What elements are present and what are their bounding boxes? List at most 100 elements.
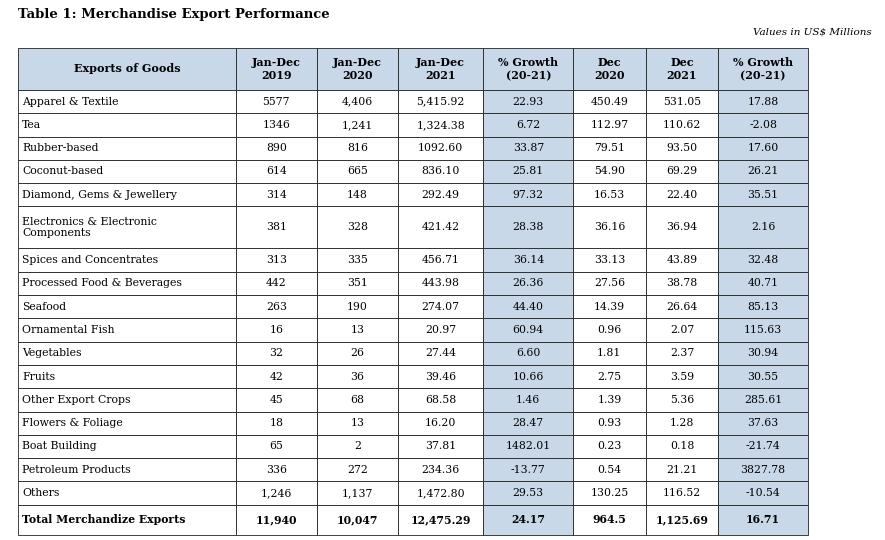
Text: 33.13: 33.13	[594, 255, 625, 265]
Text: 890: 890	[266, 143, 287, 153]
Bar	[235, 183, 317, 206]
Text: Dec
2021: Dec 2021	[666, 57, 697, 81]
Text: 40.71: 40.71	[748, 278, 779, 288]
Text: 234.36: 234.36	[421, 465, 460, 475]
Bar	[573, 206, 646, 248]
Text: 328: 328	[347, 222, 368, 232]
Text: Vegetables: Vegetables	[22, 348, 81, 358]
Bar	[18, 183, 235, 206]
Text: 0.18: 0.18	[670, 442, 694, 451]
Bar	[18, 137, 235, 160]
Bar	[317, 435, 398, 458]
Text: 18: 18	[269, 418, 283, 428]
Text: % Growth
(20-21): % Growth (20-21)	[733, 57, 793, 81]
Bar	[646, 137, 719, 160]
Text: 4,406: 4,406	[342, 97, 373, 106]
Bar	[646, 183, 719, 206]
Bar	[235, 388, 317, 411]
Bar	[398, 388, 483, 411]
Bar	[398, 183, 483, 206]
Bar	[719, 318, 808, 342]
Text: 36.16: 36.16	[594, 222, 625, 232]
Text: 531.05: 531.05	[663, 97, 701, 106]
Bar	[719, 388, 808, 411]
Bar	[483, 48, 573, 90]
Bar	[317, 388, 398, 411]
Text: 3.59: 3.59	[670, 372, 694, 382]
Bar	[483, 435, 573, 458]
Bar	[719, 365, 808, 388]
Bar	[483, 411, 573, 435]
Bar	[235, 365, 317, 388]
Text: 285.61: 285.61	[744, 395, 782, 405]
Text: Rubber-based: Rubber-based	[22, 143, 98, 153]
Text: 5,415.92: 5,415.92	[417, 97, 465, 106]
Bar	[235, 318, 317, 342]
Text: 2.16: 2.16	[751, 222, 775, 232]
Text: 614: 614	[266, 166, 287, 177]
Bar	[483, 318, 573, 342]
Text: 115.63: 115.63	[744, 325, 782, 335]
Text: 16: 16	[269, 325, 283, 335]
Text: 29.53: 29.53	[512, 488, 543, 498]
Text: 130.25: 130.25	[590, 488, 628, 498]
Text: Ornamental Fish: Ornamental Fish	[22, 325, 114, 335]
Text: 450.49: 450.49	[590, 97, 628, 106]
Text: Processed Food & Beverages: Processed Food & Beverages	[22, 278, 182, 288]
Bar	[646, 113, 719, 137]
Text: 32.48: 32.48	[748, 255, 779, 265]
Text: Jan-Dec
2021: Jan-Dec 2021	[416, 57, 466, 81]
Bar	[398, 458, 483, 481]
Text: 1,125.69: 1,125.69	[656, 515, 708, 525]
Bar	[719, 206, 808, 248]
Bar	[317, 505, 398, 535]
Text: 93.50: 93.50	[666, 143, 697, 153]
Text: -13.77: -13.77	[511, 465, 546, 475]
Bar	[646, 248, 719, 272]
Bar	[235, 206, 317, 248]
Bar	[646, 458, 719, 481]
Bar	[317, 365, 398, 388]
Bar	[18, 388, 235, 411]
Bar	[235, 481, 317, 505]
Bar	[573, 435, 646, 458]
Bar	[235, 295, 317, 318]
Bar	[719, 183, 808, 206]
Text: 1.46: 1.46	[516, 395, 541, 405]
Bar	[483, 183, 573, 206]
Bar	[646, 318, 719, 342]
Text: 36.14: 36.14	[512, 255, 544, 265]
Text: Fruits: Fruits	[22, 372, 55, 382]
Text: 381: 381	[266, 222, 287, 232]
Bar	[719, 481, 808, 505]
Bar	[18, 48, 235, 90]
Bar	[573, 90, 646, 113]
Text: -2.08: -2.08	[749, 120, 777, 130]
Text: Seafood: Seafood	[22, 302, 66, 312]
Bar	[646, 160, 719, 183]
Text: 44.40: 44.40	[512, 302, 543, 312]
Bar	[573, 248, 646, 272]
Bar	[573, 411, 646, 435]
Bar	[398, 342, 483, 365]
Text: 148: 148	[347, 190, 368, 200]
Bar	[483, 206, 573, 248]
Text: 12,475.29: 12,475.29	[411, 515, 471, 525]
Bar	[398, 48, 483, 90]
Bar	[398, 481, 483, 505]
Text: Values in US$ Millions: Values in US$ Millions	[753, 27, 872, 36]
Bar	[18, 318, 235, 342]
Bar	[483, 295, 573, 318]
Bar	[398, 272, 483, 295]
Text: 1,137: 1,137	[342, 488, 373, 498]
Text: 0.96: 0.96	[597, 325, 621, 335]
Bar	[646, 48, 719, 90]
Bar	[398, 295, 483, 318]
Text: Apparel & Textile: Apparel & Textile	[22, 97, 119, 106]
Text: 443.98: 443.98	[422, 278, 459, 288]
Bar	[483, 113, 573, 137]
Text: 116.52: 116.52	[663, 488, 701, 498]
Text: 274.07: 274.07	[422, 302, 459, 312]
Text: 21.21: 21.21	[666, 465, 697, 475]
Bar	[398, 318, 483, 342]
